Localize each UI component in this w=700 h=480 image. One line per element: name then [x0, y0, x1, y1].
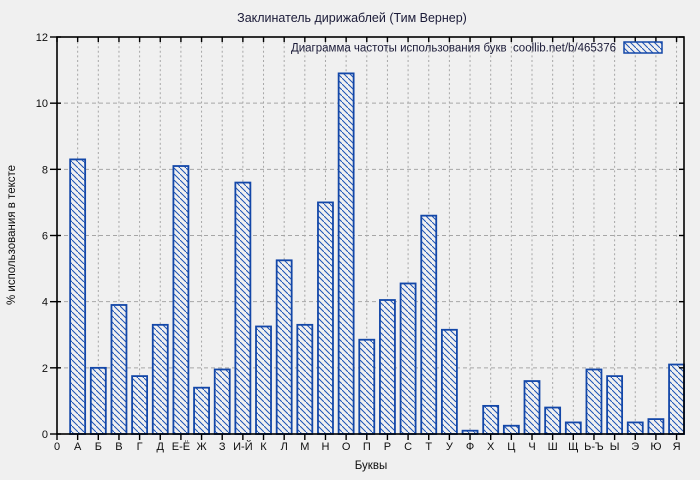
x-tick-label: К: [260, 441, 267, 453]
bar-Ж: [193, 386, 210, 435]
bar-Ц: [502, 424, 520, 435]
axes-and-ticks: [50, 36, 685, 440]
y-tick-label: 2: [42, 363, 48, 375]
bar-М: [296, 323, 314, 435]
x-tick-label: Ц: [507, 441, 515, 453]
bar-Я: [668, 363, 685, 435]
y-tick-labels: 0 2 4 6 8 10 12: [36, 32, 48, 441]
bar-Ш: [544, 406, 562, 435]
bar-О: [337, 72, 355, 435]
x-tick-label: П: [363, 441, 371, 453]
bar-Н: [317, 201, 334, 435]
y-tick-label: 8: [42, 164, 48, 176]
x-tick-label: Г: [137, 441, 143, 453]
bar-Щ: [564, 421, 582, 435]
x-tick-label: Ь-Ъ: [584, 441, 604, 453]
x-tick-label: В: [115, 441, 122, 453]
x-tick-label: Ф: [466, 441, 474, 453]
x-tick-label: Б: [95, 441, 102, 453]
bar-Ь-Ъ: [585, 368, 603, 435]
bar-И-Й: [234, 181, 252, 435]
bar-З: [213, 368, 231, 435]
y-tick-label: 4: [42, 297, 48, 309]
x-tick-label: Ю: [650, 441, 661, 453]
bar-Л: [275, 259, 293, 435]
x-tick-label: Т: [425, 441, 432, 453]
x-tick-label: С: [404, 441, 412, 453]
y-tick-label: 6: [42, 231, 48, 243]
x-tick-label: А: [74, 441, 82, 453]
bar-К: [255, 325, 272, 435]
bars: [69, 72, 685, 435]
bar-Б: [89, 366, 107, 435]
bar-Т: [420, 214, 438, 435]
x-axis-title: Буквы: [355, 460, 387, 472]
bar-С: [399, 282, 417, 435]
x-tick-label: Ы: [610, 441, 620, 453]
x-tick-label: Л: [281, 441, 288, 453]
x-tick-label: 0: [54, 441, 60, 453]
x-tick-label: Е-Ё: [172, 441, 190, 453]
y-tick-label: 0: [42, 429, 48, 441]
x-tick-label: У: [446, 441, 454, 453]
x-tick-label: О: [342, 441, 351, 453]
x-tick-label: Щ: [568, 441, 578, 453]
y-tick-label: 12: [36, 32, 48, 44]
legend-swatch-icon: [623, 41, 663, 54]
x-tick-label: Х: [487, 441, 495, 453]
x-tick-labels: 0 А Б В Г Д Е-Ё Ж З И-Й К Л М Н О П Р С Т У Ф Х Ц Ч Ш Щ Ь-Ъ Ы Э Ю Я: [54, 440, 681, 453]
bar-Ч: [523, 380, 541, 435]
y-tick-label: 10: [36, 98, 48, 110]
x-tick-label: М: [300, 441, 309, 453]
x-tick-label: Э: [631, 441, 639, 453]
legend-label: Диаграмма частоты использования букв coo…: [291, 43, 616, 55]
x-tick-label: Н: [322, 441, 330, 453]
x-tick-label: Ш: [548, 441, 558, 453]
bar-В: [110, 304, 128, 435]
y-axis-title: % использования в тексте: [6, 165, 18, 305]
bar-Р: [379, 299, 396, 435]
bar-Д: [151, 323, 169, 435]
bar-У: [440, 328, 458, 435]
x-tick-label: З: [219, 441, 226, 453]
x-tick-label: Р: [384, 441, 391, 453]
bar-Г: [131, 375, 149, 435]
gridlines: [57, 37, 684, 434]
bar-А: [69, 158, 87, 435]
bar-Ю: [647, 418, 665, 435]
bar-Ы: [606, 375, 624, 435]
x-tick-label: И-Й: [233, 440, 252, 453]
bar-Е-Ё: [172, 165, 190, 435]
x-tick-label: Ч: [528, 441, 535, 453]
x-tick-label: Д: [157, 441, 165, 453]
x-tick-label: Я: [673, 441, 681, 453]
bar-Х: [482, 404, 500, 435]
bar-Э: [626, 421, 644, 435]
chart-title: Заклинатель дирижаблей (Тим Вернер): [237, 11, 467, 25]
bar-П: [358, 338, 376, 435]
x-tick-label: Ж: [196, 441, 206, 453]
